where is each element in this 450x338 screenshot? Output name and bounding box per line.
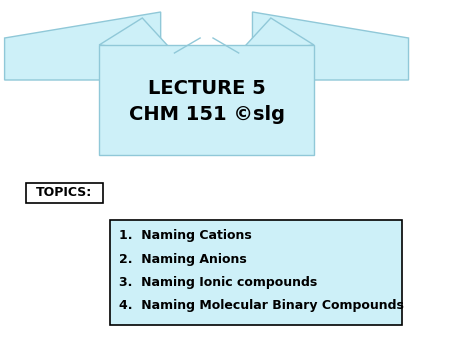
Polygon shape [4,12,161,80]
Text: 4.  Naming Molecular Binary Compounds: 4. Naming Molecular Binary Compounds [119,299,404,313]
Polygon shape [252,12,409,80]
Text: 2.  Naming Anions: 2. Naming Anions [119,253,247,266]
Text: CHM 151 ©slg: CHM 151 ©slg [129,105,284,124]
FancyBboxPatch shape [110,220,402,325]
Text: TOPICS:: TOPICS: [36,187,92,199]
Polygon shape [238,18,314,53]
Text: 3.  Naming Ionic compounds: 3. Naming Ionic compounds [119,276,318,289]
Text: 1.  Naming Cations: 1. Naming Cations [119,230,252,242]
Polygon shape [99,18,175,53]
Polygon shape [175,35,238,53]
Polygon shape [99,45,314,155]
FancyBboxPatch shape [26,183,103,203]
Text: LECTURE 5: LECTURE 5 [148,78,266,97]
